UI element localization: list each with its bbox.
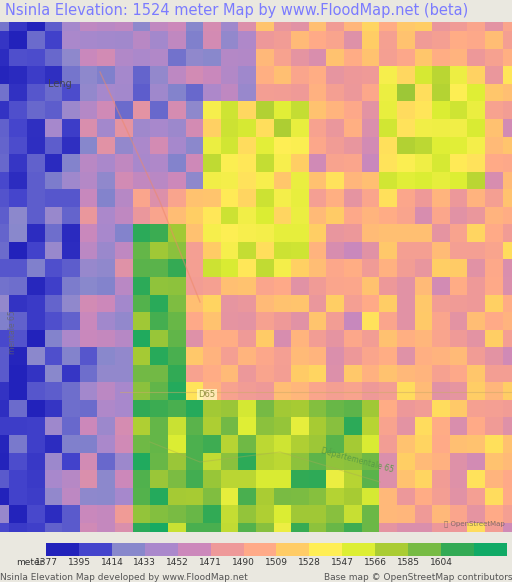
Bar	[474, 543, 507, 556]
Bar	[375, 543, 408, 556]
Text: 1547: 1547	[331, 558, 354, 567]
Text: Nsinla Elevation Map developed by www.FloodMap.net: Nsinla Elevation Map developed by www.Fl…	[0, 573, 248, 582]
Text: 1452: 1452	[166, 558, 189, 567]
Bar	[112, 543, 145, 556]
Bar	[46, 543, 79, 556]
Bar	[244, 543, 276, 556]
Text: Leng: Leng	[48, 79, 72, 89]
Text: Nsinla Elevation: 1524 meter Map by www.FloodMap.net (beta): Nsinla Elevation: 1524 meter Map by www.…	[5, 3, 468, 19]
Text: 1471: 1471	[199, 558, 222, 567]
Bar	[408, 543, 441, 556]
Text: D65: D65	[198, 390, 215, 399]
Text: mentale 65: mentale 65	[8, 310, 17, 354]
Text: 1433: 1433	[134, 558, 156, 567]
Bar	[210, 543, 244, 556]
Text: 1414: 1414	[100, 558, 123, 567]
Bar	[79, 543, 112, 556]
Text: 1377: 1377	[35, 558, 57, 567]
Text: 1604: 1604	[430, 558, 453, 567]
Bar	[178, 543, 210, 556]
Bar	[309, 543, 343, 556]
Text: meter: meter	[16, 558, 44, 567]
Text: 1509: 1509	[265, 558, 288, 567]
Bar	[343, 543, 375, 556]
Text: 1395: 1395	[68, 558, 91, 567]
Text: 1585: 1585	[397, 558, 420, 567]
Text: 1566: 1566	[364, 558, 387, 567]
Bar	[441, 543, 474, 556]
Text: 1528: 1528	[298, 558, 321, 567]
Bar	[145, 543, 178, 556]
Bar	[276, 543, 309, 556]
Text: Départementale 65: Départementale 65	[320, 445, 395, 474]
Text: 🔍 OpenStreetMap: 🔍 OpenStreetMap	[444, 520, 505, 527]
Text: Base map © OpenStreetMap contributors: Base map © OpenStreetMap contributors	[324, 573, 512, 582]
Text: 1490: 1490	[232, 558, 255, 567]
